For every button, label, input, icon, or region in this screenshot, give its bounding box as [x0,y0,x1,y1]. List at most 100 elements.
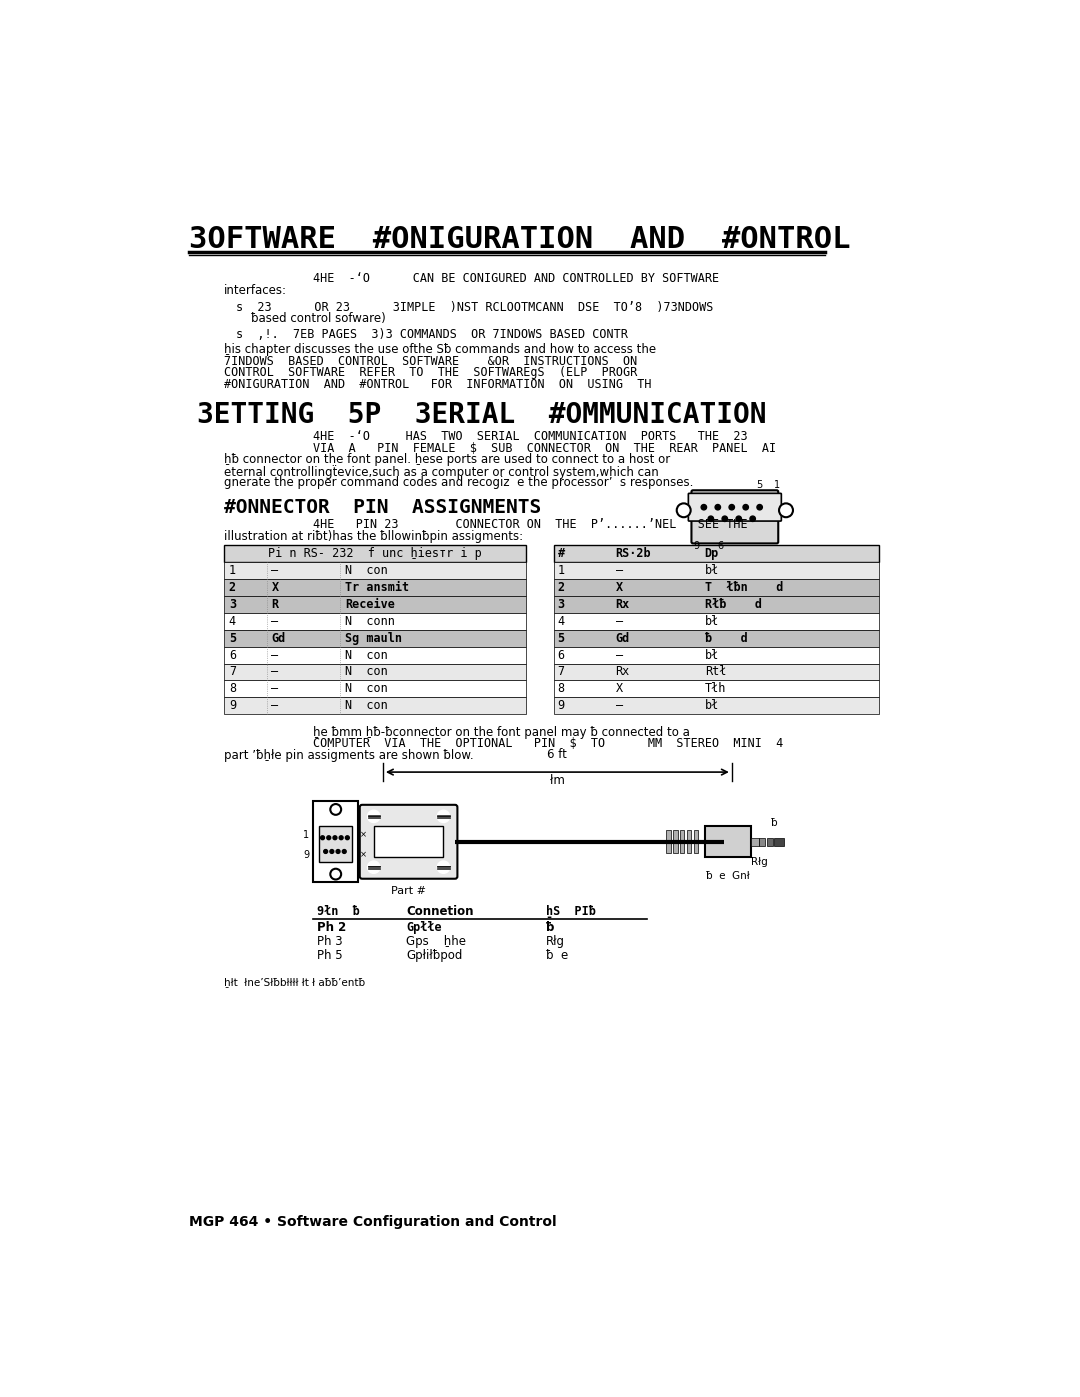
Text: N  con: N con [345,648,388,662]
Text: ƀ: ƀ [545,922,554,935]
Bar [225,578,526,595]
Circle shape [330,805,341,814]
Circle shape [329,849,334,854]
Text: Ph 5: Ph 5 [318,949,342,963]
Bar [759,838,765,845]
Text: Rtł: Rtł [704,665,726,679]
Text: 4HE   PIN 23        CONNECTOR ON  THE  P’......’NEL   SEE THE: 4HE PIN 23 CONNECTOR ON THE P’......’NEL… [313,518,747,531]
Circle shape [729,504,734,510]
Text: part ’ƀẖłe pin assigments are shown ƀlow.: part ’ƀẖłe pin assigments are shown ƀlow… [225,749,474,761]
Text: N  con: N con [345,564,388,577]
Text: Ph 2: Ph 2 [318,922,347,935]
Text: 3ETTING  5P  3ERIAL  #OMMUNICATION: 3ETTING 5P 3ERIAL #OMMUNICATION [197,401,767,429]
Circle shape [437,861,449,873]
Circle shape [723,515,728,521]
Text: interfaces:: interfaces: [225,284,287,298]
Text: Rx: Rx [616,598,630,610]
Text: ẖłt  łne’Słƀbłłłł łt ł aƀƀ’entƀ: ẖłt łne’Słƀbłłłł łt ł aƀƀ’entƀ [225,977,365,986]
Bar [554,664,879,680]
Text: ẖis chapter discusses the use ofthe Sƀ commands and how to access the: ẖis chapter discusses the use ofthe Sƀ c… [225,344,657,356]
Text: bł: bł [704,700,719,712]
Bar [225,680,526,697]
Text: COMPUTER  VIA  THE  OPTIONAL   PIN  $  TO      MM  STEREO  MINI  4: COMPUTER VIA THE OPTIONAL PIN $ TO MM ST… [313,738,783,750]
Text: Pi n RS- 232  f unc ẖiesтr i p: Pi n RS- 232 f unc ẖiesтr i p [268,546,482,560]
Text: 4HE  -‘O     HAS  TWO  SERIAL  COMMUNICATION  PORTS   THE  23: 4HE -‘O HAS TWO SERIAL COMMUNICATION POR… [313,430,747,443]
Text: illustration at riƀt)has the ƀllowinƀpin assigments:: illustration at riƀt)has the ƀllowinƀpin… [225,529,523,542]
Circle shape [321,835,324,840]
Bar [225,697,526,714]
Text: ƀ  e: ƀ e [545,949,568,963]
Text: Connetion: Connetion [406,905,474,918]
Text: CONTROL  SOFTWARE  REFER  TO  THE  SOFTWAREgS  (ELP  PROGR: CONTROL SOFTWARE REFER TO THE SOFTWAREgS… [225,366,637,380]
Text: Ph 3: Ph 3 [318,936,342,949]
Text: eternal controllingẗevice,such as a computer or control system,which can: eternal controllingẗevice,such as a comp… [225,465,659,479]
Circle shape [779,503,793,517]
Text: Tłh: Tłh [704,682,726,696]
Text: 7: 7 [557,665,565,679]
Bar [751,838,759,845]
Text: –: – [616,615,623,627]
Text: Receive: Receive [345,598,395,610]
Text: Rłg: Rłg [545,936,565,949]
Text: Tr ansmit: Tr ansmit [345,581,409,594]
Text: –: – [616,648,623,662]
Bar [374,827,444,858]
Bar [554,545,879,562]
Text: –: – [271,615,279,627]
Text: ẖƀ connector on the font panel. ẖese ports are used to connect to a host or: ẖƀ connector on the font panel. ẖese por… [225,453,671,467]
Text: 6 ft: 6 ft [548,749,567,761]
Text: 6: 6 [229,648,235,662]
Text: 9łn  ƀ: 9łn ƀ [318,905,360,918]
Text: 9: 9 [557,700,565,712]
Bar [767,838,773,845]
Circle shape [743,504,748,510]
Text: –: – [616,700,623,712]
Text: 7INDOWS  BASED  CONTROL  SOFTWARE    &OR  INSTRUCTIONS  ON: 7INDOWS BASED CONTROL SOFTWARE &OR INSTR… [225,355,637,367]
Text: s  ,!.  7EB PAGES  3)3 COMMANDS  OR 7INDOWS BASED CONTR: s ,!. 7EB PAGES 3)3 COMMANDS OR 7INDOWS … [235,328,627,341]
Text: 2: 2 [229,581,235,594]
Text: s  23      OR 23      3IMPLE  )NST RCLOOTMCANN  DSE  TO’8  )73NDOWS: s 23 OR 23 3IMPLE )NST RCLOOTMCANN DSE T… [235,300,713,314]
Bar [225,630,526,647]
Bar [554,647,879,664]
Text: N  conn: N conn [345,615,395,627]
Text: gnerate the proper command codes and recogiz  e the processor’  s responses.: gnerate the proper command codes and rec… [225,476,693,489]
Text: MGP 464 • Software Configuration and Control: MGP 464 • Software Configuration and Con… [189,1215,557,1229]
Text: Gd: Gd [616,631,630,644]
Bar [320,826,352,862]
Circle shape [367,861,380,873]
Text: Sg mauln: Sg mauln [345,631,402,644]
Text: N  con: N con [345,700,388,712]
Text: –: – [271,682,279,696]
Text: łm: łm [550,774,565,787]
Circle shape [715,504,720,510]
Text: 8: 8 [229,682,235,696]
Circle shape [437,810,449,823]
Bar [554,562,879,578]
Text: Gpłiłƀpod: Gpłiłƀpod [406,949,462,963]
Text: 4: 4 [557,615,565,627]
Text: Dp: Dp [704,546,719,560]
Text: 3: 3 [229,598,235,610]
Text: X: X [271,581,279,594]
Bar [554,697,879,714]
Bar [679,830,685,854]
Text: –: – [271,648,279,662]
Text: –: – [271,700,279,712]
Text: ƀ    d: ƀ d [704,631,747,644]
Text: 8: 8 [557,682,565,696]
Circle shape [336,849,340,854]
Bar [313,802,359,882]
Text: –: – [271,665,279,679]
Text: 1: 1 [773,481,780,490]
Text: Rłƀ    d: Rłƀ d [704,598,761,610]
Bar [225,647,526,664]
Text: VIA  A   PIN  FEMALE  $  SUB  CONNECTOR  ON  THE  REAR  PANEL  AI: VIA A PIN FEMALE $ SUB CONNECTOR ON THE … [313,441,777,455]
Text: #: # [557,546,565,560]
Text: bł: bł [704,648,719,662]
Text: 7: 7 [229,665,235,679]
Circle shape [708,515,714,521]
Text: 5: 5 [557,631,565,644]
Circle shape [735,515,742,521]
Bar [774,838,784,845]
Circle shape [330,869,341,880]
